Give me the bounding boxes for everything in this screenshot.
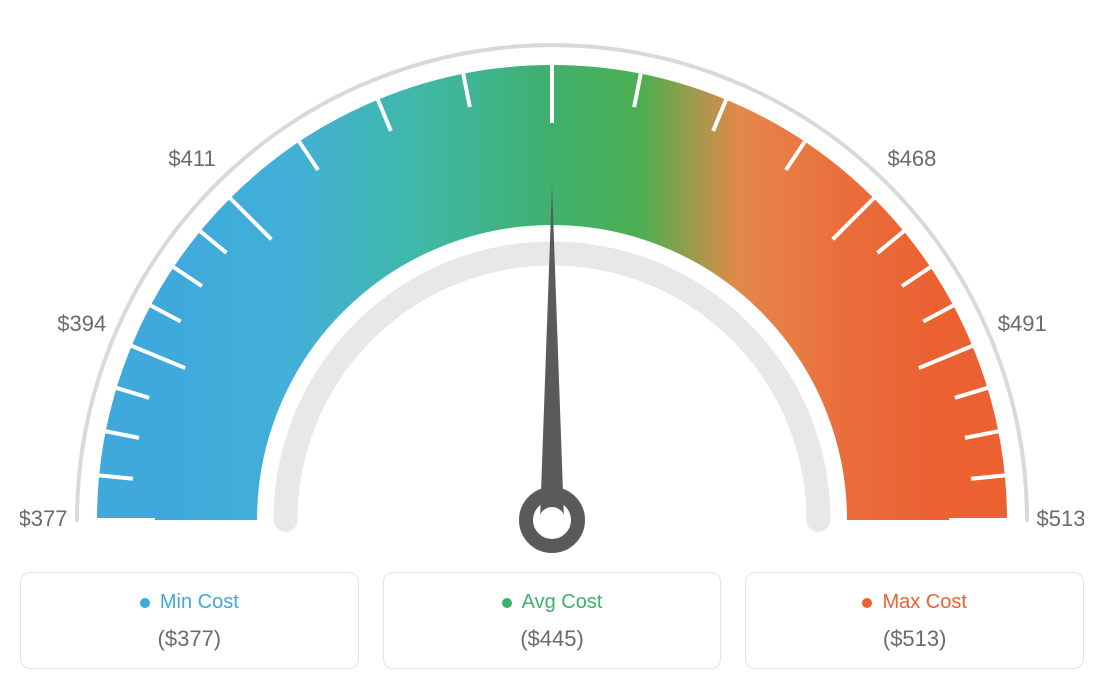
legend-max-title: Max Cost	[862, 591, 966, 614]
svg-text:$411: $411	[168, 146, 215, 171]
legend-min-dot	[140, 598, 150, 608]
legend-avg-label: Avg Cost	[522, 591, 603, 614]
legend-min-cost: Min Cost ($377)	[20, 572, 359, 669]
svg-text:$468: $468	[887, 146, 936, 171]
svg-text:$445: $445	[528, 20, 577, 22]
legend-max-label: Max Cost	[882, 591, 966, 614]
legend-max-dot	[862, 598, 872, 608]
svg-text:$377: $377	[20, 506, 67, 531]
cost-gauge: $377 $394 $411 $445 $468 $491 $513	[20, 20, 1084, 560]
legend-avg-title: Avg Cost	[502, 591, 603, 614]
svg-text:$491: $491	[998, 311, 1047, 336]
svg-text:$394: $394	[57, 311, 106, 336]
legend-min-value: ($377)	[31, 626, 348, 652]
legend-avg-cost: Avg Cost ($445)	[383, 572, 722, 669]
legend-avg-dot	[502, 598, 512, 608]
legend-avg-value: ($445)	[394, 626, 711, 652]
svg-text:$513: $513	[1037, 506, 1084, 531]
legend-min-label: Min Cost	[160, 591, 239, 614]
legend-max-cost: Max Cost ($513)	[745, 572, 1084, 669]
legend-row: Min Cost ($377) Avg Cost ($445) Max Cost…	[20, 572, 1084, 669]
gauge-svg: $377 $394 $411 $445 $468 $491 $513	[20, 20, 1084, 560]
legend-min-title: Min Cost	[140, 591, 239, 614]
legend-max-value: ($513)	[756, 626, 1073, 652]
